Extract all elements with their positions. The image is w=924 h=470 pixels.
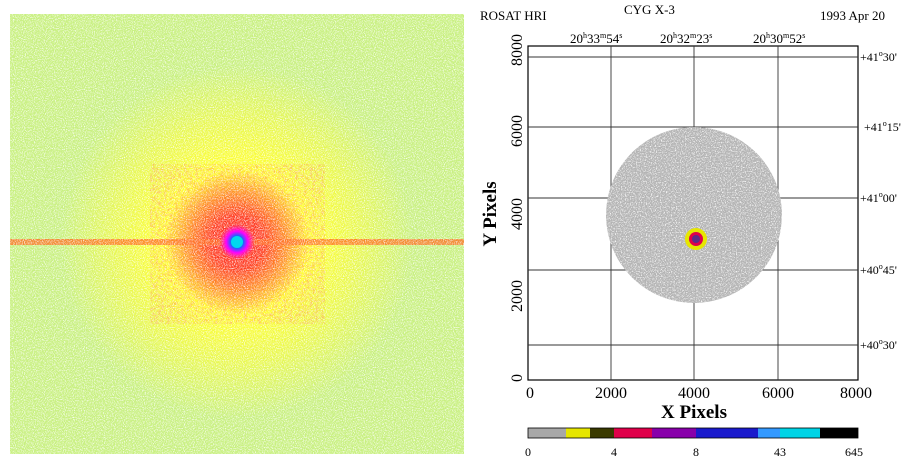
colorbar-seg <box>696 428 758 438</box>
dec-label: +41o30' <box>860 49 897 64</box>
contour-plot: ROSAT HRI CYG X-3 1993 Apr 20 20h33m54s … <box>480 2 901 459</box>
dec-label: +40o45' <box>860 262 897 277</box>
x-tick-label: 8000 <box>840 385 872 402</box>
y-tick-label: 8000 <box>509 34 526 66</box>
ra-label: 20h33m54s <box>570 31 622 46</box>
y-tick-label: 4000 <box>509 198 526 230</box>
x-tick-label: 2000 <box>595 385 627 402</box>
dec-label: +40o30' <box>860 337 897 352</box>
colorbar-seg <box>590 428 614 438</box>
colorbar: 0 4 8 43 645 <box>525 427 863 459</box>
source-peak <box>231 236 243 248</box>
y-tick-label: 6000 <box>509 115 526 147</box>
dec-label: +41o00' <box>860 190 897 205</box>
colorbar-seg <box>566 428 590 438</box>
colorbar-seg <box>820 428 858 438</box>
y-tick-label: 0 <box>509 374 526 382</box>
ra-label: 20h32m23s <box>660 31 712 46</box>
colorbar-frame <box>527 427 859 439</box>
dec-labels: +41o30' +41o15' +41o00' +40o45' +40o30' <box>860 49 901 352</box>
date-label: 1993 Apr 20 <box>820 8 885 23</box>
xray-image-panel <box>10 14 464 462</box>
ra-label: 20h30m52s <box>753 31 805 46</box>
target-label: CYG X-3 <box>624 2 675 17</box>
colorbar-seg <box>758 428 780 438</box>
colorbar-seg <box>614 428 652 438</box>
contour-plot-panel: ROSAT HRI CYG X-3 1993 Apr 20 20h33m54s … <box>474 0 924 465</box>
x-tick-label: 6000 <box>762 385 794 402</box>
x-tick-label: 4000 <box>678 385 710 402</box>
colorbar-label: 645 <box>845 445 863 459</box>
colorbar-label: 4 <box>611 445 617 459</box>
colorbar-seg <box>652 428 696 438</box>
xray-image <box>10 14 464 462</box>
x-axis-label: X Pixels <box>661 402 727 423</box>
ra-labels: 20h33m54s 20h32m23s 20h30m52s <box>570 31 805 46</box>
contour-cloud <box>606 127 782 303</box>
x-tick-label: 0 <box>526 385 534 402</box>
y-axis-label: Y Pixels <box>480 181 501 246</box>
colorbar-seg <box>780 428 820 438</box>
instrument-label: ROSAT HRI <box>480 8 547 23</box>
source-center <box>692 235 700 243</box>
colorbar-label: 43 <box>774 445 786 459</box>
colorbar-label: 8 <box>693 445 699 459</box>
dec-label: +41o15' <box>864 119 901 134</box>
y-tick-label: 2000 <box>509 280 526 312</box>
y-tick-labels: 0 2000 4000 6000 8000 <box>509 34 526 382</box>
colorbar-seg <box>528 428 566 438</box>
colorbar-label: 0 <box>525 445 531 459</box>
x-tick-labels: 0 2000 4000 6000 8000 <box>526 385 872 402</box>
